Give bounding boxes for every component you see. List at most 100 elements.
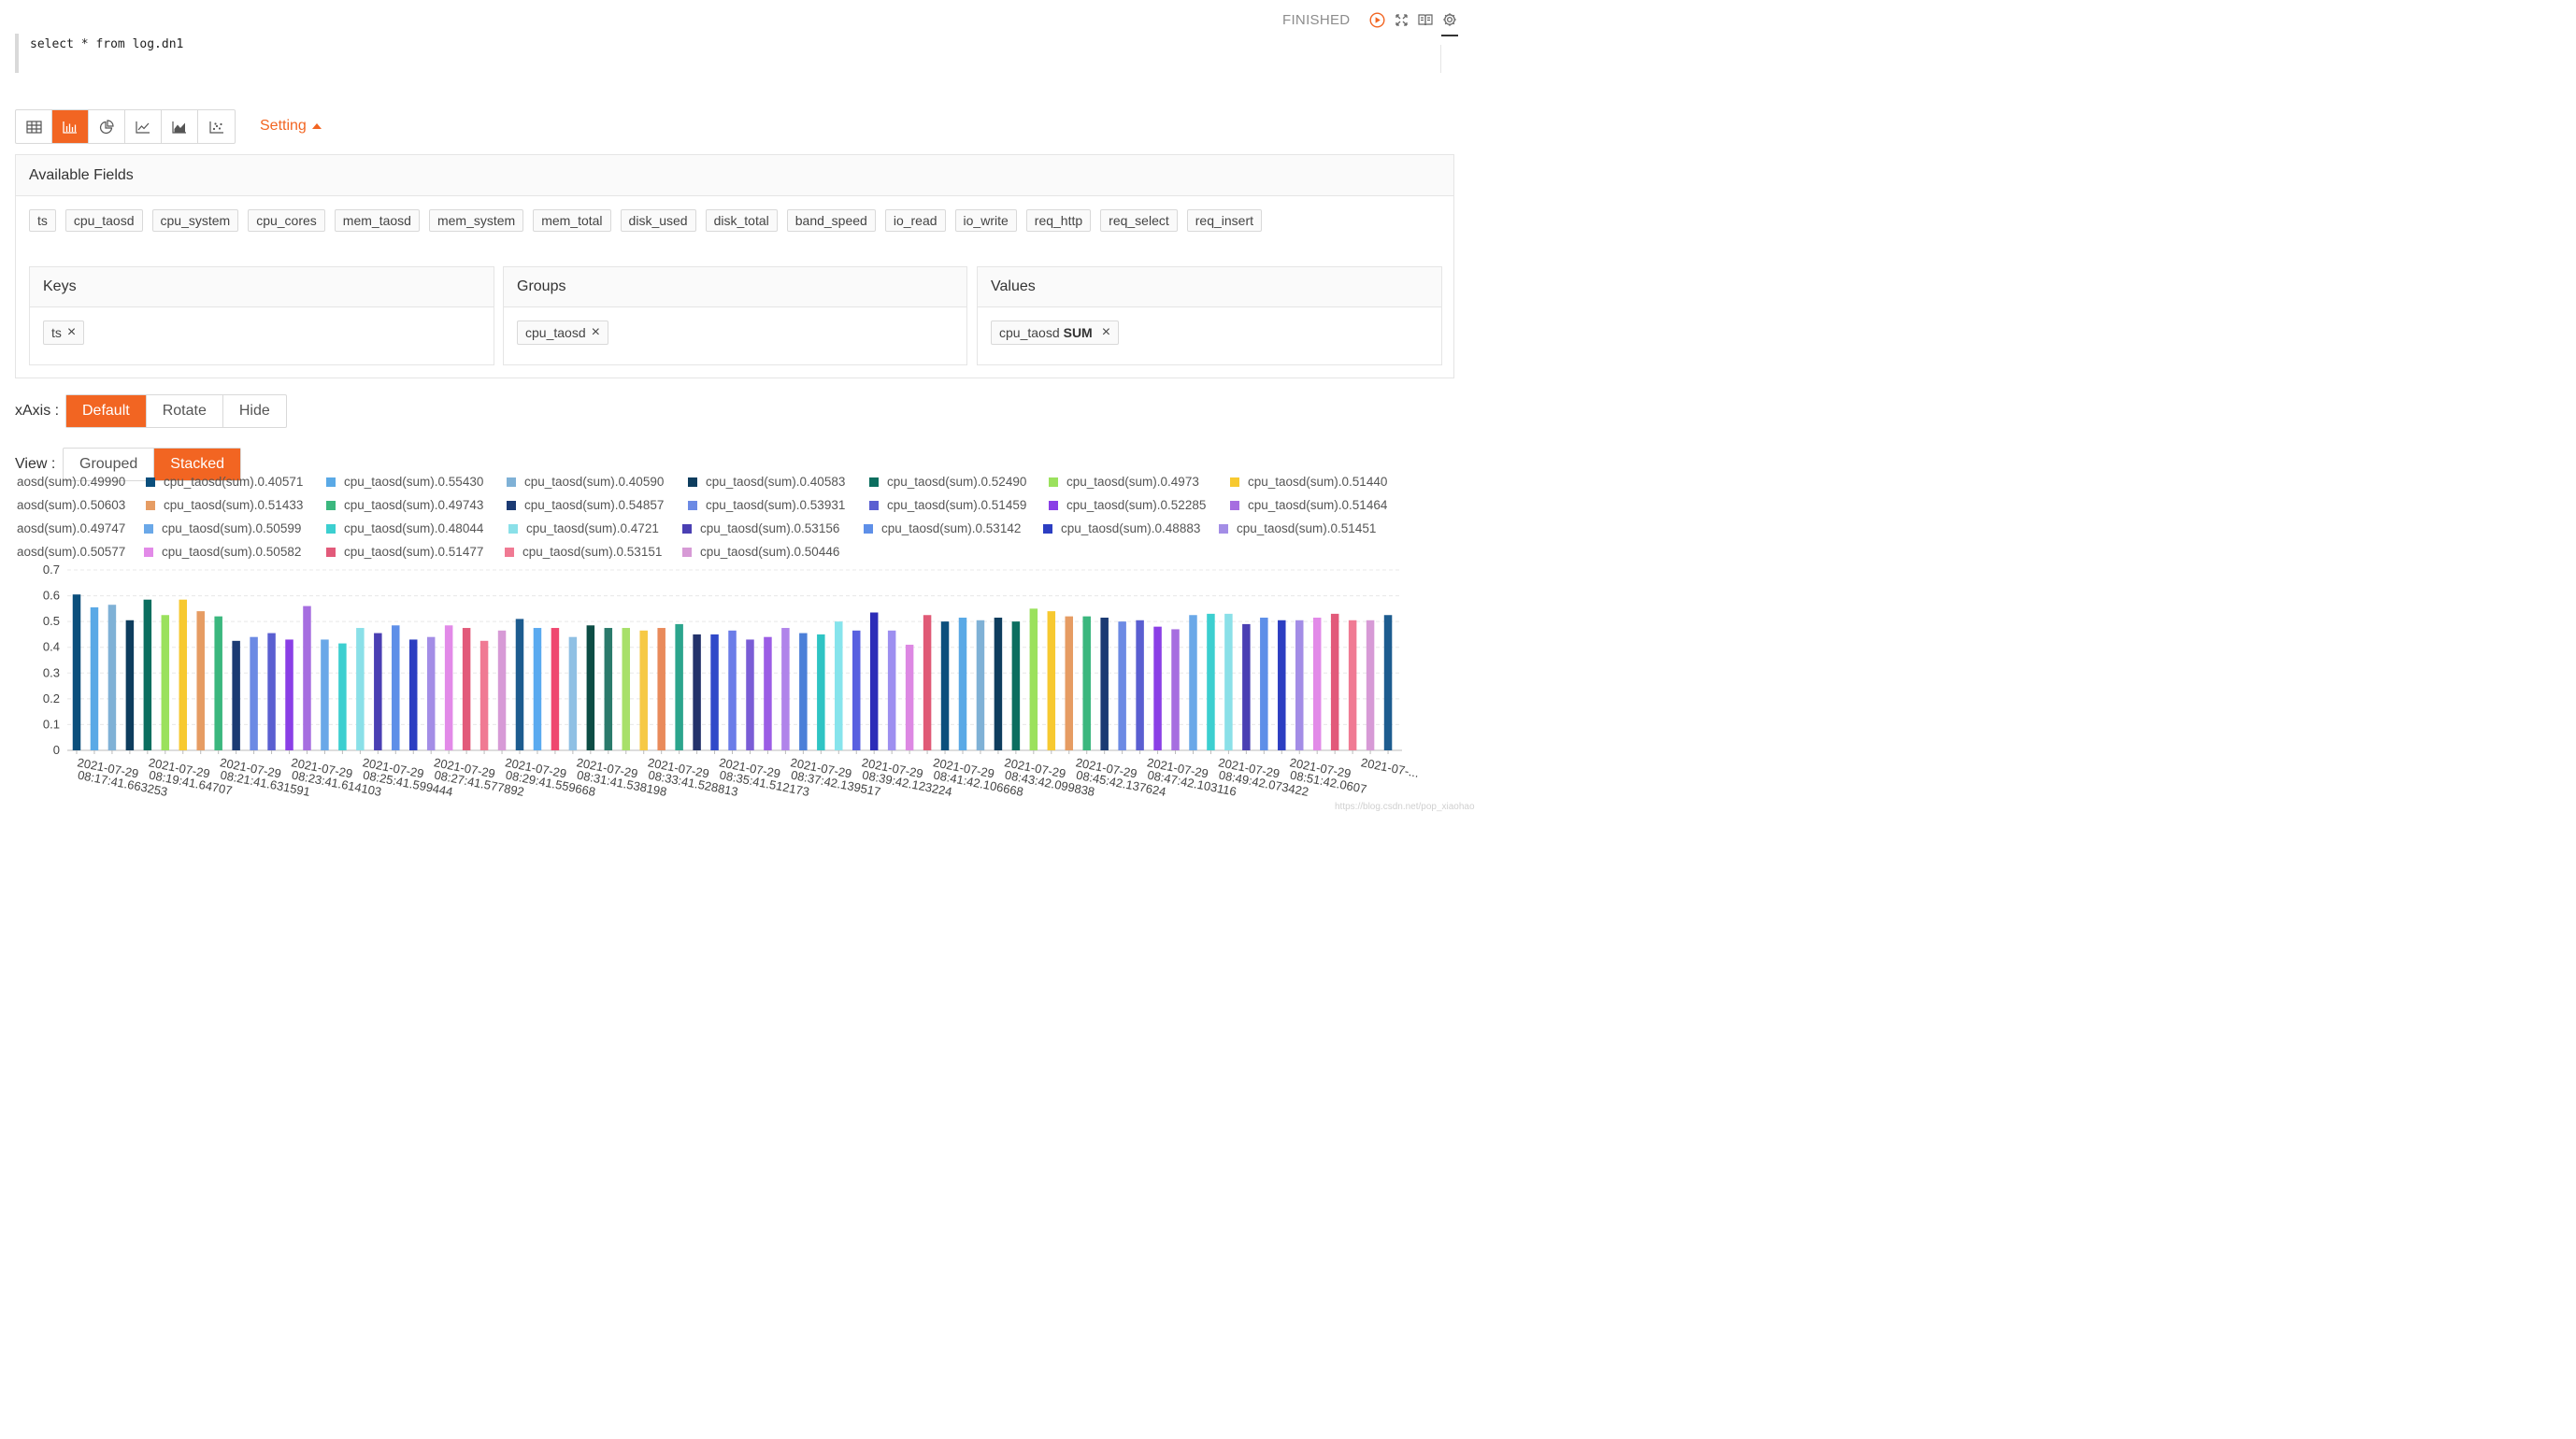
field-chip[interactable]: ts: [29, 209, 56, 232]
bar: [533, 628, 542, 750]
table-view-button[interactable]: [16, 110, 52, 143]
play-circle-icon[interactable]: [1368, 11, 1385, 28]
line-chart-icon: [136, 121, 150, 134]
groups-header: Groups: [504, 267, 966, 307]
field-chip[interactable]: req_select: [1100, 209, 1178, 232]
view-stacked-button[interactable]: Stacked: [154, 449, 241, 480]
line-chart-button[interactable]: [125, 110, 162, 143]
groups-box[interactable]: Groups cpu_taosd ×: [503, 266, 967, 365]
table-icon: [25, 120, 42, 134]
bar: [214, 616, 222, 750]
xaxis-hide-button[interactable]: Hide: [238, 403, 270, 419]
field-chip[interactable]: cpu_taosd: [64, 209, 143, 232]
values-title: Values: [991, 278, 1036, 294]
field-chip[interactable]: req_http: [1025, 209, 1092, 232]
bar: [1153, 626, 1162, 750]
field-chip[interactable]: io_read: [884, 209, 946, 232]
values-box[interactable]: Values cpu_taosd SUM ×: [977, 266, 1442, 365]
bar: [1029, 608, 1038, 750]
legend-item: cpu_taosd(sum).0.52490: [887, 477, 1026, 489]
value-chip[interactable]: cpu_taosd SUM ×: [991, 321, 1120, 345]
field-chip[interactable]: cpu_system: [151, 209, 239, 232]
close-icon[interactable]: ×: [1101, 324, 1111, 340]
legend-item: cpu_taosd(sum).0.53931: [706, 498, 845, 512]
bar: [426, 636, 436, 750]
field-chip[interactable]: cpu_cores: [248, 209, 325, 232]
legend-swatch: [682, 524, 692, 534]
gear-icon[interactable]: [1441, 11, 1458, 28]
view-grouped-button[interactable]: Grouped: [64, 449, 155, 480]
paragraph-controls: [1368, 11, 1458, 28]
bar: [639, 630, 648, 750]
legend-item: cpu_taosd(sum).0.53142: [881, 521, 1021, 535]
xaxis-rotate-button[interactable]: Rotate: [147, 395, 223, 427]
bar: [887, 630, 896, 750]
legend-swatch: [505, 548, 514, 557]
scatter-chart-button[interactable]: [198, 110, 235, 143]
area-chart-icon: [172, 121, 186, 134]
bar: [976, 620, 985, 750]
legend-swatch: [1219, 524, 1228, 534]
legend-swatch: [1230, 501, 1239, 510]
close-icon[interactable]: ×: [591, 324, 600, 340]
book-icon[interactable]: [1417, 11, 1434, 28]
bar: [923, 615, 932, 750]
field-chip[interactable]: disk_used: [620, 209, 696, 232]
legend-swatch: [146, 501, 155, 510]
bar: [746, 639, 754, 750]
keys-header: Keys: [30, 267, 494, 307]
query-editor[interactable]: select * from log.dn1: [15, 34, 1439, 73]
value-aggregation[interactable]: SUM: [1063, 325, 1093, 340]
field-chip[interactable]: disk_total: [705, 209, 778, 232]
legend-swatch: [508, 524, 518, 534]
group-chip[interactable]: cpu_taosd ×: [517, 321, 608, 345]
bar: [497, 630, 507, 750]
xaxis-label: xAxis :: [15, 403, 60, 419]
pie-chart-icon: [99, 119, 114, 134]
y-tick-label: 0.5: [43, 614, 60, 628]
legend-swatch: [144, 548, 153, 557]
close-icon[interactable]: ×: [66, 324, 77, 340]
bar-chart-button[interactable]: [52, 110, 89, 143]
legend-item: aosd(sum).0.50577: [17, 545, 125, 559]
field-chip[interactable]: mem_system: [428, 209, 524, 232]
field-chip[interactable]: req_insert: [1186, 209, 1263, 232]
y-tick-label: 0.7: [43, 563, 60, 577]
bar: [869, 612, 879, 750]
bar: [835, 621, 843, 750]
field-chip[interactable]: band_speed: [786, 209, 876, 232]
bar: [852, 630, 861, 750]
legend-item: cpu_taosd(sum).0.51459: [887, 498, 1026, 512]
bar: [392, 625, 400, 750]
expand-icon[interactable]: [1393, 11, 1410, 28]
field-chip[interactable]: io_write: [954, 209, 1017, 232]
setting-toggle[interactable]: Setting: [260, 118, 322, 135]
bar: [1047, 611, 1056, 750]
bar: [958, 618, 967, 750]
bar: [250, 636, 258, 750]
legend-item: cpu_taosd(sum).0.51451: [1237, 521, 1376, 535]
bar: [125, 620, 135, 750]
bar: [657, 628, 665, 750]
bar: [1295, 620, 1304, 750]
legend-swatch: [1049, 501, 1058, 510]
field-chip[interactable]: mem_taosd: [334, 209, 420, 232]
legend-item: cpu_taosd(sum).0.54857: [524, 498, 664, 512]
legend-item: cpu_taosd(sum).0.49743: [344, 498, 483, 512]
field-chip[interactable]: mem_total: [533, 209, 611, 232]
pie-chart-button[interactable]: [89, 110, 125, 143]
bar: [1100, 618, 1109, 750]
key-chip[interactable]: ts ×: [43, 321, 85, 345]
legend-item: cpu_taosd(sum).0.4973: [1066, 477, 1199, 489]
area-chart-button[interactable]: [162, 110, 198, 143]
query-text[interactable]: select * from log.dn1: [30, 37, 184, 51]
x-tick-label: 2021-07-...: [1360, 755, 1421, 780]
bar: [1242, 623, 1251, 750]
keys-box[interactable]: Keys ts ×: [29, 266, 494, 365]
legend-swatch: [869, 477, 879, 487]
xaxis-default-button[interactable]: Default: [66, 395, 147, 427]
legend-item: cpu_taosd(sum).0.50446: [700, 545, 839, 559]
bar: [1224, 613, 1233, 750]
legend-item: cpu_taosd(sum).0.4721: [526, 521, 659, 535]
legend-swatch: [688, 501, 697, 510]
